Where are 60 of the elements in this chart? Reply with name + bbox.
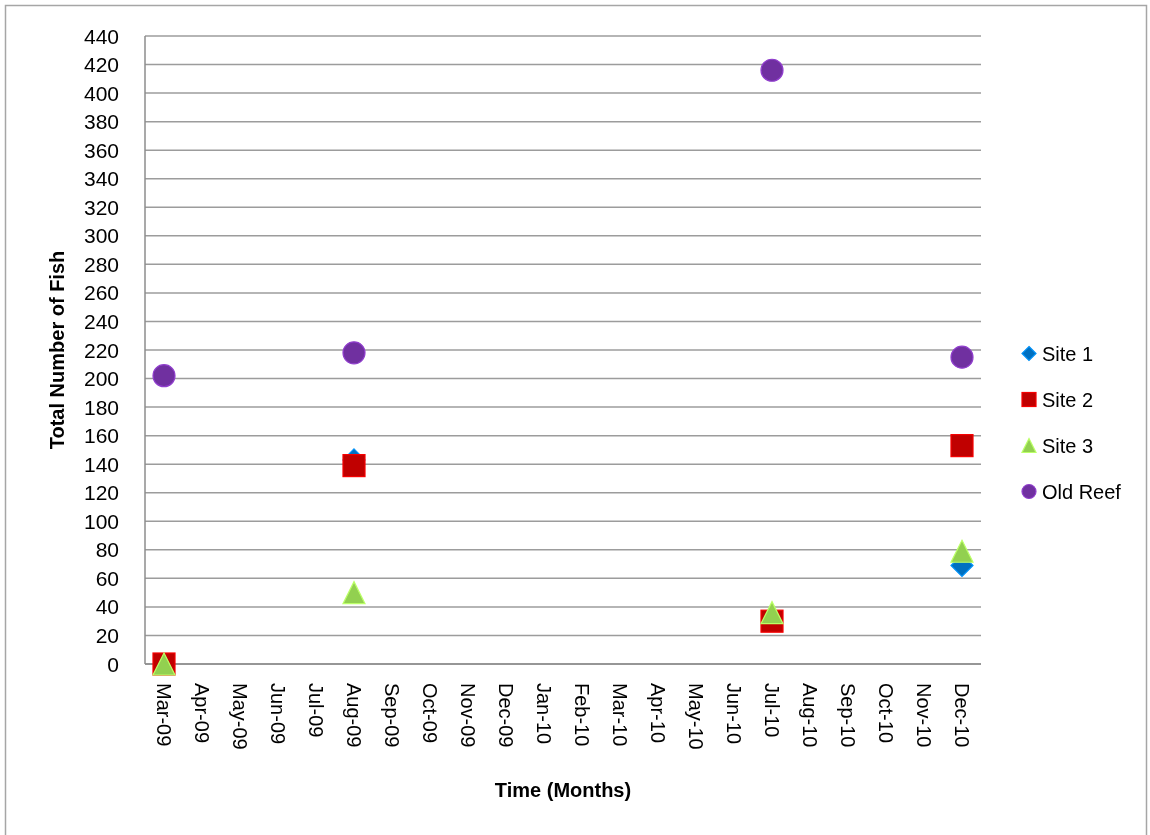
y-tick-label: 40: [95, 595, 119, 619]
y-tick-label: 360: [83, 138, 119, 162]
point: [950, 434, 974, 458]
x-tick-label: May-09: [229, 683, 251, 750]
y-tick-label: 300: [83, 224, 119, 248]
x-tick-label: Oct-10: [875, 683, 897, 744]
point: [342, 341, 366, 365]
x-tick-label: Aug-09: [343, 683, 365, 748]
point: [760, 601, 784, 625]
x-tick-label: Apr-10: [647, 683, 669, 744]
y-tick-label: 220: [83, 338, 119, 362]
x-tick-label: Mar-10: [609, 683, 631, 747]
x-tick-label: Jun-09: [267, 683, 289, 745]
y-tick-label: 80: [95, 538, 119, 562]
y-tick-label: 100: [83, 509, 119, 533]
x-tick-label: Jan-10: [533, 683, 555, 745]
x-tick-label: Mar-09: [153, 683, 175, 747]
y-tick-label: 260: [83, 281, 119, 305]
x-tick-label: May-10: [685, 683, 707, 750]
y-tick-label: 180: [83, 395, 119, 419]
y-tick-label: 160: [83, 424, 119, 448]
y-tick-label: 60: [95, 566, 119, 590]
point: [152, 364, 176, 388]
y-tick-label: 20: [95, 623, 119, 647]
y-tick-label: 200: [83, 367, 119, 391]
x-tick-label: Sep-10: [837, 683, 859, 748]
y-tick-label: 0: [107, 652, 119, 676]
y-tick-label: 320: [83, 195, 119, 219]
y-tick-label: 340: [83, 167, 119, 191]
x-tick-label: Apr-09: [191, 683, 213, 744]
y-tick-label: 120: [83, 481, 119, 505]
y-tick-label: 420: [83, 53, 119, 77]
x-tick-label: Sep-09: [381, 683, 403, 748]
legend-label: Site 1: [1042, 342, 1094, 365]
point: [760, 58, 784, 82]
x-tick-label: Dec-10: [951, 683, 973, 748]
y-tick-label: 440: [83, 24, 119, 48]
x-tick-label: Jul-09: [305, 683, 327, 738]
legend-label: Old Reef: [1042, 480, 1122, 503]
point: [950, 539, 974, 563]
x-axis-title: Time (Months): [494, 779, 632, 801]
y-tick-label: 140: [83, 452, 119, 476]
y-axis-title: Total Number of Fish: [46, 250, 68, 450]
x-tick-label: Nov-10: [913, 683, 935, 748]
point: [342, 454, 366, 478]
y-tick-label: 240: [83, 309, 119, 333]
x-tick-label: Nov-09: [457, 683, 479, 748]
legend-label: Site 3: [1042, 434, 1094, 457]
legend-label: Site 2: [1042, 388, 1094, 411]
x-tick-label: Oct-09: [419, 683, 441, 744]
y-tick-label: 380: [83, 110, 119, 134]
x-tick-label: Dec-09: [495, 683, 517, 748]
x-tick-label: Aug-10: [799, 683, 821, 748]
y-tick-label: 400: [83, 81, 119, 105]
y-tick-label: 280: [83, 252, 119, 276]
x-tick-label: Jul-10: [761, 683, 783, 738]
x-tick-label: Feb-10: [571, 683, 593, 747]
x-tick-label: Jun-10: [723, 683, 745, 745]
point: [950, 345, 974, 369]
point: [342, 581, 366, 605]
